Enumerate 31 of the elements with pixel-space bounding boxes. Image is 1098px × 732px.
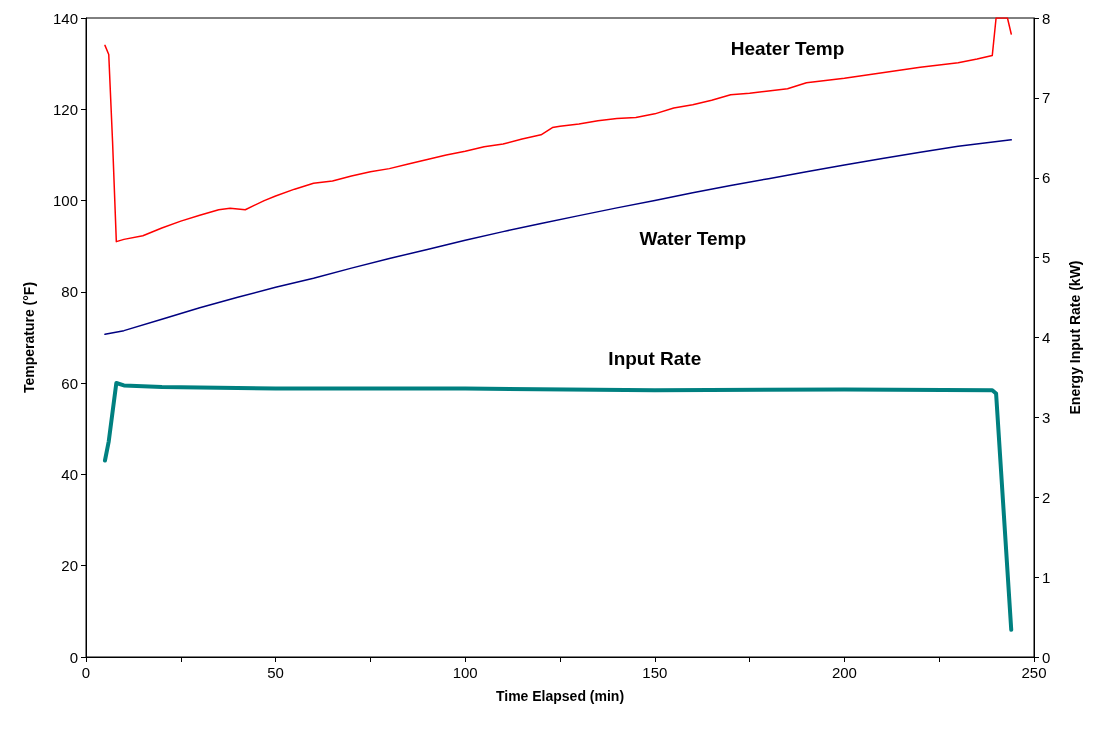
y2-tick-label: 5 (1042, 249, 1051, 267)
x-tick-label: 200 (831, 664, 857, 681)
y2-tick-label: 3 (1042, 408, 1051, 426)
y2-tick-label: 1 (1042, 568, 1051, 586)
y2-tick-label: 8 (1042, 9, 1051, 27)
x-tick-label: 250 (1021, 664, 1047, 681)
x-tick-label: 50 (267, 664, 284, 681)
y2-axis-title: Energy Input Rate (kW) (1067, 260, 1083, 415)
y-tick-label: 20 (61, 557, 78, 575)
y2-tick-label: 4 (1042, 329, 1051, 346)
x-axis-title: Time Elapsed (min) (495, 688, 625, 704)
x-tick-label: 150 (642, 664, 668, 681)
x-tick-label: 0 (81, 664, 91, 681)
y2-tick-label: 2 (1042, 488, 1051, 506)
y-axis-title: Temperature (°F) (21, 281, 37, 394)
y-tick-label: 140 (52, 9, 78, 27)
y-tick-label: 40 (61, 465, 78, 483)
y2-tick-label: 0 (1042, 648, 1051, 666)
line-series (104, 139, 1012, 336)
y-tick-label: 80 (61, 283, 78, 301)
y-tick-label: 0 (69, 648, 78, 666)
y-tick-label: 60 (61, 374, 78, 392)
series-label: Input Rate (608, 347, 702, 369)
line-series (102, 381, 1014, 632)
x-tick-label: 100 (452, 664, 478, 681)
series-label: Heater Temp (730, 38, 845, 60)
y-tick-label: 120 (52, 100, 78, 118)
y-tick-label: 100 (52, 192, 78, 210)
series-label: Water Temp (639, 228, 747, 250)
y2-tick-label: 7 (1042, 89, 1051, 107)
y2-tick-label: 6 (1042, 169, 1051, 187)
